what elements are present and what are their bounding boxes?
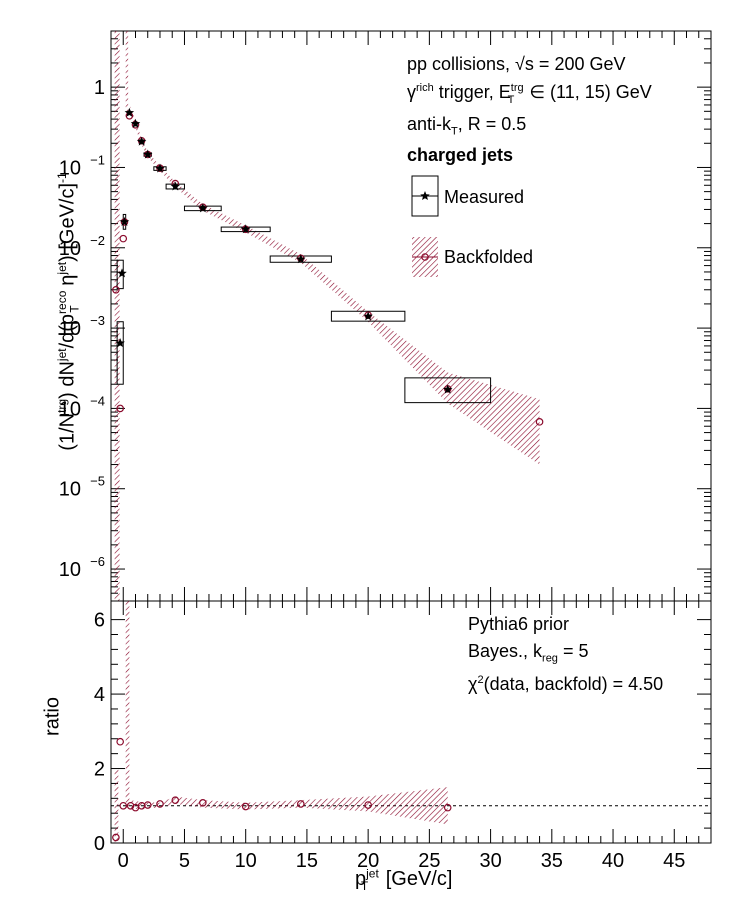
ratio-y-tick-label: 6: [94, 610, 105, 632]
bottom-frame: [110, 600, 712, 844]
measured-error-box: [404, 377, 492, 404]
measured-point: [136, 136, 147, 146]
y-tick-label: 1: [94, 77, 105, 99]
x-tick-label: 5: [179, 850, 190, 872]
backfolded-point: [116, 404, 124, 413]
backfolded-band-lowpt-2: [125, 31, 129, 112]
legend-backfolded-marker: [421, 253, 429, 261]
x-axis-label: pjetT [GeV/c]: [355, 866, 453, 893]
measured-point: [124, 107, 135, 117]
y-axis-label-top: (1/Ntrg) dNjet/d(precoT ηjet) [GeV/c]-1: [54, 172, 82, 451]
y-tick-label: 10: [59, 479, 81, 501]
measured-point: [296, 254, 306, 264]
annotation-bayes: Bayes., kreg = 5: [468, 641, 589, 665]
measured-point: [130, 118, 141, 128]
ratio-point: [116, 737, 124, 746]
annotation-collisions: pp collisions, √s = 200 GeV: [407, 54, 626, 74]
ratio-point: [156, 800, 164, 808]
measured-error-box: [330, 310, 406, 322]
measured-point: [155, 163, 165, 173]
x-tick-label: 25: [418, 850, 440, 872]
backfolded-point: [112, 285, 120, 294]
legend-measured-marker: [420, 191, 430, 201]
y-tick-exponent: −5: [90, 474, 105, 489]
ratio-point: [364, 801, 372, 809]
y-tick-exponent: −2: [90, 233, 105, 248]
top-panel: 1 10 −1 10 −2 10 −3 10 −4 10 −5 10 −6: [59, 30, 712, 602]
y-tick-label: 10: [59, 398, 81, 420]
measured-point: [170, 181, 181, 191]
y-tick-label: 10: [59, 318, 81, 340]
y-tick-exponent: −6: [90, 554, 105, 569]
measured-point: [119, 216, 130, 226]
annotation-charged-jets: charged jets: [407, 145, 514, 165]
ratio-y-tick-label: 0: [94, 833, 105, 855]
ratio-point: [143, 801, 152, 809]
measured-point: [117, 268, 127, 278]
legend-label-backfolded: Backfolded: [444, 247, 534, 267]
measured-error-box: [116, 321, 124, 385]
annotation-prior: Pythia6 prior: [468, 614, 570, 634]
y-tick-exponent: −3: [90, 313, 105, 328]
measured-point: [115, 338, 125, 348]
ratio-y-tick-label: 2: [94, 759, 105, 781]
legend: [411, 175, 439, 277]
ratio-point: [241, 802, 250, 811]
backfolded-point: [119, 234, 128, 243]
ratio-band: [130, 787, 448, 825]
y-axis-label-ratio: ratio: [41, 697, 64, 736]
ratio-point: [199, 798, 207, 807]
annotation-chi2: χ2(data, backfold) = 4.50: [468, 674, 664, 694]
bottom-panel: 0 5 10 15 20 25 30 35 40 45 0 2 4 6: [94, 600, 712, 872]
legend-label-measured: Measured: [444, 187, 525, 207]
y-tick-exponent: −1: [90, 152, 105, 167]
backfolded-point: [535, 418, 544, 426]
x-tick-label: 20: [357, 850, 379, 872]
x-tick-label: 35: [541, 850, 563, 872]
y-tick-label: 10: [59, 238, 81, 260]
x-tick-label: 15: [296, 850, 318, 872]
ratio-band-lowpt-2: [114, 768, 119, 843]
x-tick-label: 45: [663, 850, 685, 872]
ratio-point: [112, 833, 120, 842]
annotation-algorithm: anti-kT, R = 0.5: [407, 114, 527, 138]
x-tick-label: 40: [602, 850, 624, 872]
y-tick-label: 10: [59, 559, 81, 581]
measured-point: [442, 384, 453, 394]
ratio-point: [296, 800, 305, 808]
x-tick-label: 10: [235, 850, 257, 872]
x-tick-label: 30: [479, 850, 501, 872]
annotation-trigger: γrich trigger, EtrgT ∈ (11, 15) GeV: [407, 82, 652, 106]
measured-point: [142, 149, 153, 159]
ratio-point: [171, 796, 180, 804]
y-tick-label: 10: [59, 157, 81, 179]
ratio-y-tick-label: 4: [94, 684, 105, 706]
ratio-point: [126, 801, 135, 810]
ratio-band-lowpt: [125, 601, 130, 810]
ratio-point: [443, 803, 452, 812]
backfolded-band: [130, 106, 540, 465]
ratio-point: [119, 801, 128, 810]
x-tick-label: 0: [118, 850, 129, 872]
measured-point: [363, 311, 373, 321]
measured-point: [240, 224, 251, 234]
backfolded-band-lowpt: [114, 31, 120, 601]
measured-point: [198, 203, 208, 213]
y-tick-exponent: −4: [90, 393, 105, 408]
